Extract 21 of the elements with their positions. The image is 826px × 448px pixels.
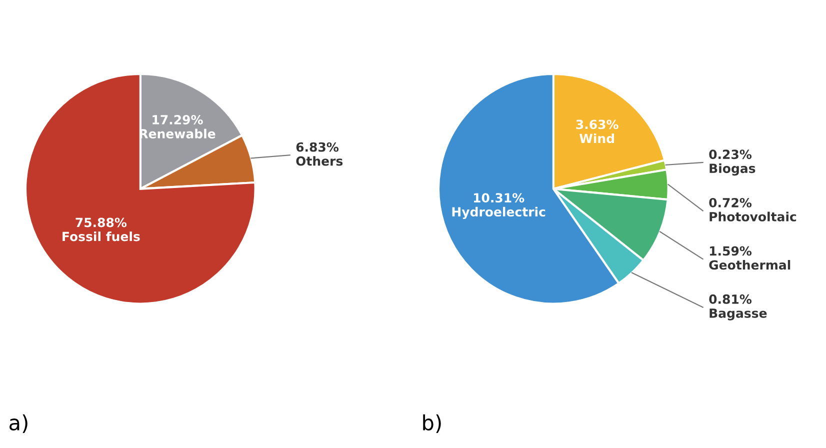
slice-label: Fossil fuels: [62, 232, 140, 242]
data-label: 6.83%: [296, 142, 339, 152]
data-label: 10.31%: [474, 193, 524, 203]
data-label: 75.88%: [76, 218, 127, 228]
data-label: 3.63%: [576, 120, 618, 130]
slice-label: Renewable: [140, 128, 216, 138]
data-label: 0.81%: [709, 294, 752, 304]
slice-label: Others: [296, 156, 343, 166]
pie-slice: [24, 72, 256, 305]
slice-label: Hydroelectric: [452, 206, 546, 220]
slice-label: Geothermal: [709, 260, 790, 270]
slice-label: Wind: [579, 133, 614, 144]
data-label: 1.59%: [710, 246, 752, 256]
slice-label: Bagasse: [710, 308, 767, 320]
data-label: 0.72%: [709, 198, 752, 208]
data-label: 0.23%: [709, 150, 752, 160]
data-label: 17.29%: [152, 115, 203, 124]
slice-label: Photovoltaic: [710, 212, 796, 222]
slice-label: Biogas: [710, 163, 756, 176]
text: b): [423, 414, 441, 433]
text: a): [10, 414, 28, 433]
